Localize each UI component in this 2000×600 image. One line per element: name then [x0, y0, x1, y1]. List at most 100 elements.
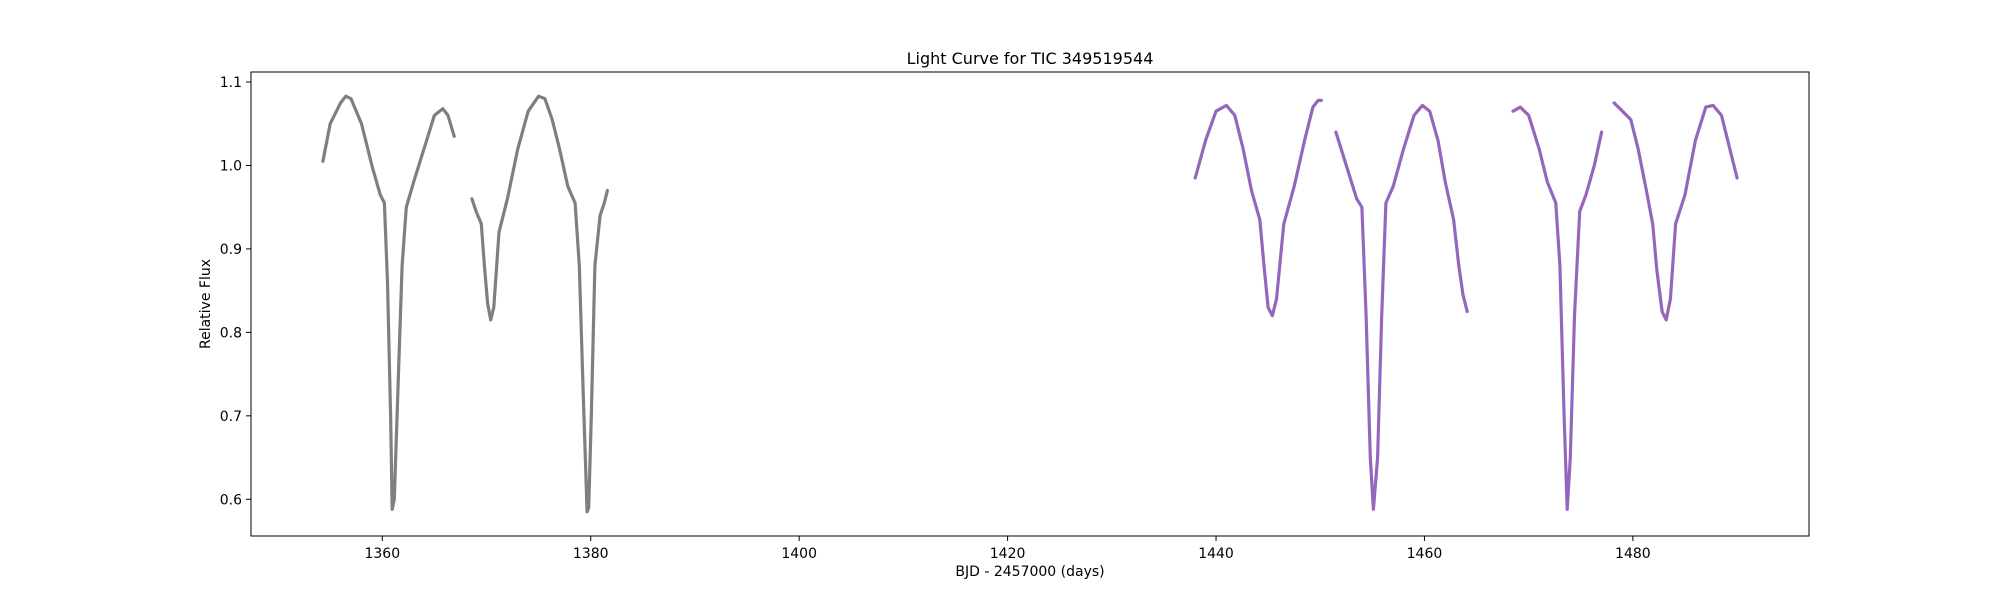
data-point	[1225, 104, 1228, 107]
data-point	[1578, 210, 1581, 213]
data-point	[1655, 268, 1659, 271]
data-point	[1562, 414, 1566, 417]
data-point	[1674, 222, 1677, 226]
data-point	[386, 281, 389, 284]
data-point	[480, 222, 483, 226]
data-point	[1660, 310, 1664, 313]
x-tick-label: 1440	[1198, 546, 1234, 562]
data-point	[1519, 105, 1522, 109]
data-point	[453, 135, 456, 138]
data-point	[1271, 314, 1274, 317]
data-point	[1665, 318, 1668, 322]
data-point	[1355, 197, 1358, 200]
data-point	[1421, 104, 1424, 107]
data-point	[506, 197, 509, 200]
data-point	[593, 264, 597, 267]
data-point	[1194, 176, 1197, 180]
data-point	[483, 264, 486, 267]
data-point	[1558, 264, 1562, 267]
y-tick-label: 0.9	[220, 242, 242, 258]
data-point	[527, 110, 530, 113]
data-point	[1566, 508, 1569, 511]
light-curve-segment	[321, 94, 456, 511]
data-point	[1303, 139, 1306, 142]
data-point	[1694, 139, 1697, 142]
data-point	[339, 101, 342, 105]
data-point	[349, 97, 353, 100]
y-axis-label: Relative Flux	[198, 259, 214, 349]
data-point	[1262, 264, 1266, 267]
data-point	[543, 97, 547, 100]
y-tick-label: 1.1	[220, 75, 242, 91]
data-point	[578, 264, 581, 267]
axis-ticks: 1360 1380 1400 1420 1440 1460 1480 0.6 0.7 0.8 0.9…	[220, 75, 1651, 562]
data-point	[598, 214, 602, 217]
data-point	[489, 318, 492, 322]
data-point	[1546, 181, 1549, 184]
data-point	[412, 181, 415, 184]
data-point	[1735, 176, 1739, 180]
x-tick-label: 1380	[573, 546, 609, 562]
data-point	[1452, 218, 1455, 221]
data-point	[1584, 193, 1588, 196]
data-point	[1258, 218, 1262, 221]
data-point	[1334, 130, 1338, 134]
data-point	[1461, 293, 1465, 296]
data-point	[1372, 508, 1375, 511]
data-point	[393, 498, 396, 501]
data-point	[1444, 181, 1447, 184]
data-point	[558, 147, 561, 150]
data-point	[492, 306, 495, 309]
data-point	[1537, 147, 1541, 150]
data-point	[344, 95, 347, 98]
data-point	[1669, 297, 1672, 301]
data-point	[1593, 164, 1596, 167]
data-point	[1412, 114, 1416, 117]
x-tick-label: 1460	[1407, 546, 1443, 562]
light-curve-segment	[1511, 105, 1604, 511]
data-point	[1621, 110, 1624, 113]
data-point	[400, 264, 404, 267]
data-point	[1728, 147, 1732, 150]
data-point	[585, 510, 589, 513]
data-point	[537, 95, 540, 98]
data-point	[1392, 185, 1395, 188]
data-point	[1554, 201, 1558, 205]
data-point	[1317, 99, 1320, 102]
data-point	[1369, 456, 1372, 459]
data-point	[516, 147, 519, 150]
y-tick-label: 0.8	[220, 325, 242, 341]
data-series-2	[1193, 98, 1739, 511]
data-point	[391, 508, 394, 511]
data-point	[379, 193, 382, 196]
data-point	[1720, 114, 1723, 117]
data-point	[590, 414, 593, 417]
data-point	[606, 189, 609, 192]
data-point	[1629, 118, 1633, 121]
data-point	[1636, 147, 1640, 150]
data-point	[1233, 114, 1237, 117]
data-series-1	[321, 94, 610, 514]
x-tick-label: 1400	[781, 546, 817, 562]
data-point	[383, 201, 386, 205]
data-point	[1466, 310, 1469, 313]
data-point	[1360, 206, 1364, 209]
light-curve-segment	[470, 94, 610, 514]
data-point	[1651, 222, 1654, 226]
data-point	[370, 164, 374, 167]
x-tick-label: 1480	[1615, 546, 1651, 562]
data-point	[1428, 110, 1431, 113]
data-point	[441, 107, 444, 110]
data-point	[389, 414, 392, 417]
data-point	[1436, 139, 1440, 142]
data-point	[405, 206, 408, 209]
data-point	[1345, 164, 1348, 167]
data-point	[1457, 264, 1461, 267]
data-point	[1527, 114, 1530, 117]
data-point	[1266, 306, 1270, 309]
data-point	[433, 114, 436, 117]
data-point	[1645, 189, 1648, 192]
axes-frame	[250, 71, 1810, 537]
data-point	[360, 122, 363, 125]
data-point	[1402, 147, 1405, 150]
